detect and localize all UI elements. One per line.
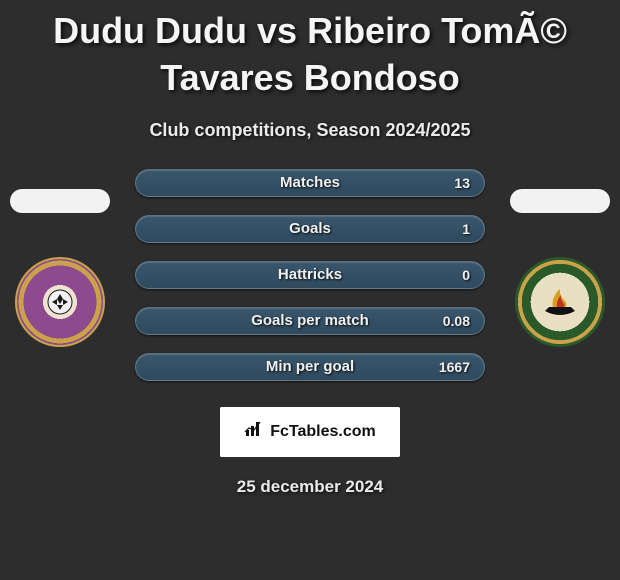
chart-icon [244, 420, 264, 443]
main-area: Matches 13 Goals 1 Hattricks 0 Goals per… [0, 169, 620, 497]
stat-label: Min per goal [266, 358, 354, 375]
player-left-name-pill [10, 189, 110, 213]
player-left-panel [0, 189, 120, 347]
stat-value: 1667 [439, 359, 470, 375]
stat-row-matches: Matches 13 [135, 169, 485, 197]
player-right-panel [500, 189, 620, 347]
stat-value: 0 [462, 267, 470, 283]
stat-value: 13 [454, 175, 470, 191]
stat-row-gpm: Goals per match 0.08 [135, 307, 485, 335]
stat-row-hattricks: Hattricks 0 [135, 261, 485, 289]
team-left-crest [15, 257, 105, 347]
footer-date: 25 december 2024 [0, 477, 620, 497]
page-subtitle: Club competitions, Season 2024/2025 [0, 120, 620, 141]
stat-label: Hattricks [278, 266, 342, 283]
team-right-crest [515, 257, 605, 347]
page-title: Dudu Dudu vs Ribeiro TomÃ© Tavares Bondo… [0, 8, 620, 102]
crest-right-inner-icon [535, 277, 585, 327]
brand-text: FcTables.com [270, 423, 376, 441]
stat-value: 0.08 [443, 313, 470, 329]
brand-badge[interactable]: FcTables.com [220, 407, 400, 457]
comparison-card: Dudu Dudu vs Ribeiro TomÃ© Tavares Bondo… [0, 0, 620, 497]
stat-label: Goals per match [251, 312, 369, 329]
stat-row-goals: Goals 1 [135, 215, 485, 243]
crest-left-inner-icon [38, 280, 82, 324]
stat-label: Matches [280, 174, 340, 191]
stats-list: Matches 13 Goals 1 Hattricks 0 Goals per… [135, 169, 485, 381]
stat-label: Goals [289, 220, 331, 237]
stat-row-mpg: Min per goal 1667 [135, 353, 485, 381]
player-right-name-pill [510, 189, 610, 213]
stat-value: 1 [462, 221, 470, 237]
